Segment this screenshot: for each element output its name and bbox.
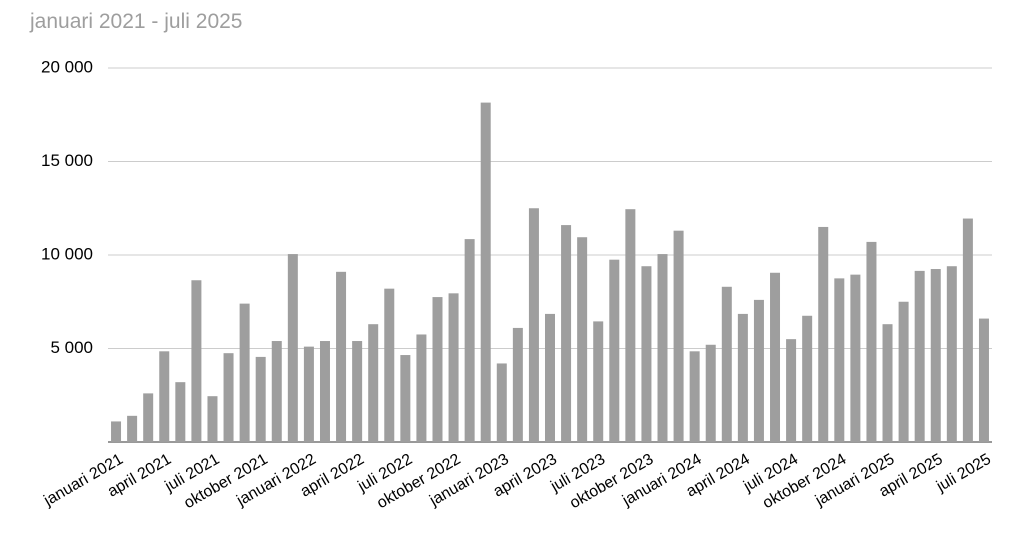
bar: [609, 259, 620, 442]
bar: [303, 346, 314, 442]
bar: [914, 270, 925, 442]
bar: [352, 341, 363, 442]
bar: [818, 226, 829, 442]
chart-title: januari 2021 - juli 2025: [29, 10, 242, 33]
y-tick-label: 10 000: [41, 244, 93, 263]
bar: [416, 334, 427, 442]
bar: [143, 393, 154, 442]
bar: [480, 102, 491, 442]
bar: [287, 254, 298, 442]
bar: [882, 324, 893, 442]
bar: [930, 269, 941, 442]
bar: [528, 208, 539, 442]
bar: [368, 324, 379, 442]
bar: [946, 266, 957, 442]
bar: [223, 353, 234, 442]
bar: [737, 313, 748, 442]
bar: [721, 286, 732, 442]
bar: [159, 351, 170, 442]
bar: [207, 396, 218, 442]
bar: [593, 321, 604, 442]
bar: [384, 288, 395, 442]
bar: [239, 303, 250, 442]
bar: [962, 218, 973, 442]
bar: [850, 274, 861, 442]
bar: [319, 341, 330, 442]
bar: [400, 355, 411, 442]
bar: [689, 351, 700, 442]
bar: [641, 266, 652, 442]
bar: [336, 271, 347, 442]
bar: [705, 344, 716, 442]
bar: [255, 356, 266, 442]
x-tick-label: juli 2025: [933, 451, 994, 496]
bar: [673, 230, 684, 442]
bar: [545, 313, 555, 442]
bar: [834, 278, 845, 442]
bar: [448, 293, 459, 442]
bar: [561, 225, 572, 442]
bar: [432, 297, 443, 442]
y-tick-label: 20 000: [41, 57, 93, 76]
bar: [496, 363, 507, 442]
bar: [577, 237, 588, 442]
bar: [753, 299, 764, 442]
bar: [625, 209, 636, 442]
y-tick-label: 15 000: [41, 151, 93, 170]
bar: [786, 339, 797, 442]
bar: [802, 315, 813, 442]
bar: [866, 241, 877, 442]
bar: [512, 327, 523, 442]
bar: [111, 421, 122, 442]
bar: [657, 254, 668, 442]
bar: [898, 301, 909, 442]
bar: [127, 415, 138, 442]
bar: [271, 341, 282, 442]
bar: [770, 272, 781, 442]
bar: [464, 239, 475, 442]
bar: [978, 318, 989, 442]
bar: [191, 280, 202, 442]
bar: [175, 382, 186, 442]
y-tick-label: 5 000: [50, 338, 93, 357]
